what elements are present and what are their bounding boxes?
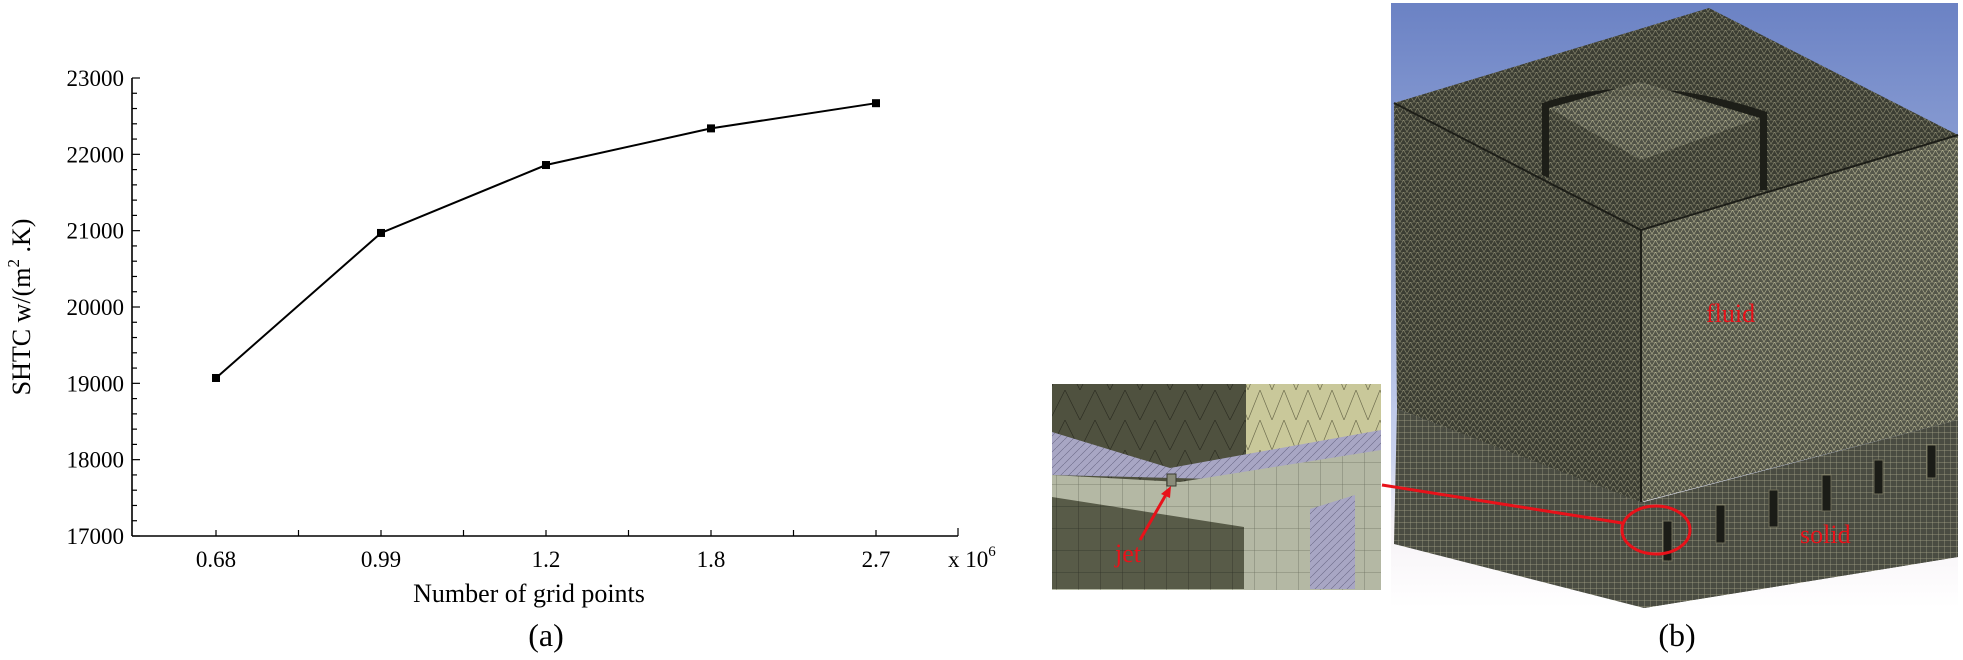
callout-circle <box>1620 504 1692 556</box>
y-tick-label: 22000 <box>67 142 125 167</box>
line-chart: 17000 18000 19000 20000 21000 22000 23000 0.68… <box>4 66 996 608</box>
label-jet: jet <box>1114 539 1142 568</box>
mesh-image: fluid solid jet <box>1052 3 1959 608</box>
channel-slots <box>1662 444 1937 562</box>
y-tick-label: 23000 <box>67 66 125 91</box>
data-point-marker <box>212 373 220 382</box>
inset-detail: jet <box>1052 384 1381 590</box>
jet-arrow <box>1138 490 1170 541</box>
x-tick-label: 0.99 <box>361 547 401 572</box>
y-tick-label: 19000 <box>67 371 125 396</box>
series-line <box>215 102 877 379</box>
fluid-left-face <box>1394 103 1641 502</box>
x-axis: 0.68 0.99 1.2 1.8 2.7 <box>132 528 959 572</box>
x-tick-label: 2.7 <box>862 547 891 572</box>
y-tick-label: 17000 <box>67 524 125 549</box>
y-axis: 17000 18000 19000 20000 21000 22000 23000 <box>67 66 140 549</box>
x-axis-title: Number of grid points <box>413 579 645 608</box>
x-tick-label: 1.2 <box>532 547 561 572</box>
x-tick-label: 0.68 <box>196 547 236 572</box>
y-tick-label: 20000 <box>67 295 125 320</box>
y-axis-title: SHTC w/(m2 .K) <box>4 219 36 396</box>
fluid-right-face <box>1641 135 1958 502</box>
label-fluid: fluid <box>1706 299 1755 328</box>
x-tick-label: 1.8 <box>697 547 726 572</box>
series-shtc <box>212 99 880 382</box>
caption-b: (b) <box>1658 617 1695 653</box>
x-axis-multiplier: x 106 <box>948 544 996 572</box>
fluid-notch <box>1542 88 1767 190</box>
data-point-marker <box>872 99 880 108</box>
y-tick-label: 18000 <box>67 448 125 473</box>
data-point-marker <box>542 161 550 170</box>
y-tick-label: 21000 <box>67 219 125 244</box>
jet-nozzle <box>1166 473 1177 487</box>
data-point-marker <box>707 124 715 133</box>
arrow-head-icon <box>1161 486 1171 498</box>
label-solid: solid <box>1800 520 1851 549</box>
data-point-marker <box>377 228 385 237</box>
caption-a: (a) <box>528 617 564 653</box>
callout-line <box>1381 483 1623 525</box>
